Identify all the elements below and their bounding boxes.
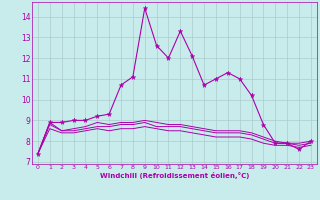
X-axis label: Windchill (Refroidissement éolien,°C): Windchill (Refroidissement éolien,°C)	[100, 172, 249, 179]
